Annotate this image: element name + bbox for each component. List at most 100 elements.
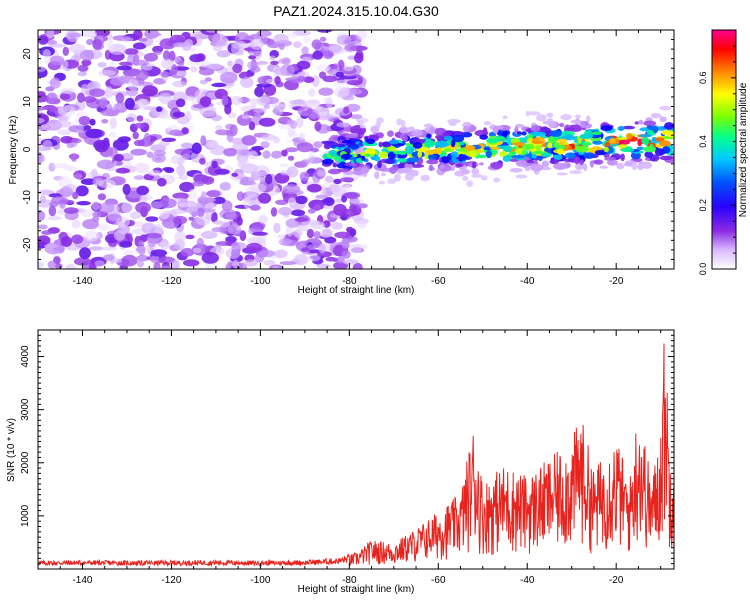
spectrogram-cell xyxy=(389,166,397,174)
spectrogram-cell xyxy=(287,32,298,39)
spectrogram-cell xyxy=(553,153,563,161)
spectrogram-cell xyxy=(57,114,70,122)
spectrogram-cell xyxy=(556,148,564,155)
spectrogram-cell xyxy=(65,263,76,269)
spectrogram-cell xyxy=(322,75,338,83)
spectrogram-cell xyxy=(396,118,403,126)
spectrogram-cell xyxy=(428,153,437,161)
spectrogram-cell xyxy=(654,137,665,142)
spectrogram-cell xyxy=(227,224,242,235)
snr-series-line xyxy=(38,343,674,568)
spectrogram-cell xyxy=(182,153,191,160)
spectrogram-cell xyxy=(176,164,186,177)
spectrogram-cell xyxy=(77,123,84,134)
spectrogram-cell xyxy=(60,87,76,94)
spectrogram-cell xyxy=(132,221,145,228)
spectrogram-cell xyxy=(292,30,311,36)
colorbar-gradient xyxy=(711,29,737,270)
spectrogram-cell xyxy=(356,220,367,229)
spectrogram-cell xyxy=(110,77,127,86)
spectrogram-frame xyxy=(37,29,675,270)
spectrogram-cell xyxy=(555,144,566,150)
spectrogram-cell xyxy=(305,100,321,108)
spectrogram-cell xyxy=(319,36,327,42)
x-tick-label: -120 xyxy=(161,575,181,586)
spectrogram-cell xyxy=(273,33,289,44)
spectrogram-cell xyxy=(258,117,276,127)
spectrogram-cell xyxy=(97,193,107,201)
spectrogram-cell xyxy=(262,150,271,159)
spectrogram-cell xyxy=(287,197,297,206)
spectrogram-cell xyxy=(278,42,285,50)
spectrogram-cell xyxy=(400,120,406,128)
spectrogram-cell xyxy=(644,151,653,158)
spectrogram-cell xyxy=(49,43,67,48)
spectrogram-cell xyxy=(339,161,346,166)
spectrogram-cell xyxy=(511,142,525,146)
spectrogram-cell xyxy=(157,177,167,187)
y-tick-label: 3000 xyxy=(20,398,31,421)
spectrogram-cell xyxy=(74,257,92,266)
spectrogram-cell xyxy=(396,158,408,163)
spectrogram-cell xyxy=(387,151,396,160)
spectrogram-cell xyxy=(201,252,219,264)
spectrogram-cell xyxy=(86,38,94,46)
spectrogram-cell xyxy=(188,216,195,221)
spectrogram-cell xyxy=(561,130,572,136)
spectrogram-cell xyxy=(603,146,609,153)
spectrogram-cell xyxy=(211,226,228,233)
spectrogram-cell xyxy=(272,136,280,144)
spectrogram-cell xyxy=(164,167,175,173)
spectrogram-cell xyxy=(280,65,287,76)
spectrogram-cell xyxy=(303,76,315,83)
spectrogram-cell xyxy=(89,88,106,97)
spectrogram-cell xyxy=(38,235,51,246)
spectrogram-cell xyxy=(127,113,137,123)
spectrogram-cell xyxy=(227,112,237,119)
spectrogram-cell xyxy=(313,231,321,239)
spectrogram-cell xyxy=(404,173,414,181)
spectrogram-cell xyxy=(270,60,279,65)
spectrogram-cell xyxy=(634,121,640,125)
spectrogram-cell xyxy=(116,216,130,228)
spectrogram-cell xyxy=(311,39,322,50)
spectrogram-cell xyxy=(153,223,163,236)
spectrogram-cell xyxy=(307,88,316,97)
spectrogram-cell xyxy=(98,179,116,189)
spectrogram-cell xyxy=(517,131,522,135)
spectrogram-cell xyxy=(177,59,185,67)
spectrogram-cell xyxy=(113,229,126,241)
spectrogram-cell xyxy=(659,105,672,111)
spectrogram-cell xyxy=(285,225,294,237)
spectrogram-cell xyxy=(636,146,645,150)
spectrogram-cell xyxy=(353,52,364,64)
spectrogram-cell xyxy=(330,222,343,230)
spectrogram-cell xyxy=(147,170,161,177)
spectrogram-cell xyxy=(471,173,483,178)
spectrogram-cell xyxy=(62,46,69,57)
spectrogram-cell xyxy=(511,155,525,159)
spectrogram-cell xyxy=(256,60,269,65)
spectrogram-cell xyxy=(180,142,193,149)
spectrogram-cell xyxy=(322,158,334,165)
spectrogram-cell xyxy=(181,41,192,51)
spectrogram-cell xyxy=(341,238,350,249)
spectrogram-cell xyxy=(379,151,389,159)
spectrogram-cell xyxy=(322,50,334,60)
spectrogram-cell xyxy=(273,105,284,117)
spectrogram-cell xyxy=(225,247,241,259)
spectrogram-cell xyxy=(461,154,468,161)
spectrogram-cell xyxy=(333,178,342,185)
spectrogram-cell xyxy=(113,153,124,162)
spectrogram-cell xyxy=(256,83,272,88)
spectrogram-cell xyxy=(160,71,170,78)
spectrogram-cell xyxy=(443,135,454,141)
spectrogram-cell xyxy=(387,130,394,137)
spectrogram-cell xyxy=(138,37,148,42)
spectrogram-cell xyxy=(44,243,60,249)
spectrogram-cell xyxy=(547,142,553,149)
spectrogram-cell xyxy=(521,149,527,155)
x-tick-label: -140 xyxy=(72,575,92,586)
spectrogram-cell xyxy=(77,71,87,77)
spectrogram-cell xyxy=(153,149,166,157)
